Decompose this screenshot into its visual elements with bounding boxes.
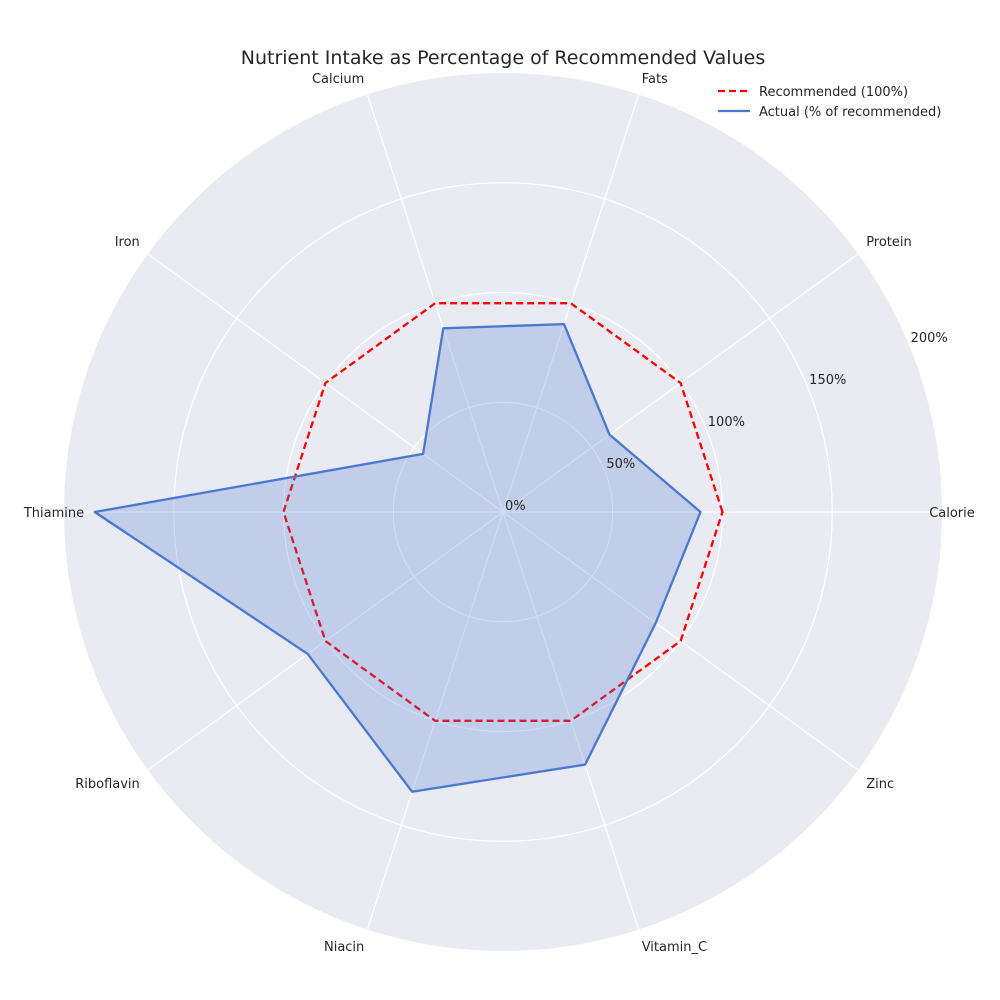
category-label-calcium: Calcium	[312, 72, 364, 87]
radial-tick-label-3: 150%	[809, 373, 846, 388]
series-fill-1	[94, 324, 701, 792]
radial-tick-label-0: 0%	[505, 499, 526, 514]
legend: Recommended (100%) Actual (% of recommend…	[718, 85, 941, 120]
category-label-protein: Protein	[866, 235, 912, 250]
series-line-0	[282, 302, 724, 722]
grid-spoke-8	[502, 511, 640, 930]
series-line-1	[93, 322, 702, 793]
legend-label-1: Actual (% of recommended)	[759, 105, 941, 120]
radial-tick-labels: 0% 50% 100% 150% 200%	[505, 331, 948, 514]
category-label-fats: Fats	[642, 72, 668, 87]
chart-title: Nutrient Intake as Percentage of Recomme…	[241, 47, 765, 69]
category-label-riboflavin: Riboflavin	[75, 777, 140, 792]
category-label-zinc: Zinc	[866, 777, 894, 792]
category-label-iron: Iron	[115, 235, 140, 250]
category-labels: Calorie Protein Fats Calcium Iron Thiamine Rib…	[23, 72, 975, 955]
category-label-calorie: Calorie	[929, 506, 975, 521]
legend-label-0: Recommended (100%)	[759, 85, 908, 100]
radial-tick-label-2: 100%	[708, 415, 745, 430]
radial-tick-label-4: 200%	[911, 331, 948, 346]
grid-spoke-2	[502, 94, 640, 513]
category-label-thiamine: Thiamine	[23, 506, 84, 521]
category-label-vitamin-c: Vitamin_C	[642, 940, 707, 955]
series-layer	[93, 302, 724, 793]
radial-tick-label-1: 50%	[606, 457, 635, 472]
category-label-niacin: Niacin	[324, 940, 364, 955]
